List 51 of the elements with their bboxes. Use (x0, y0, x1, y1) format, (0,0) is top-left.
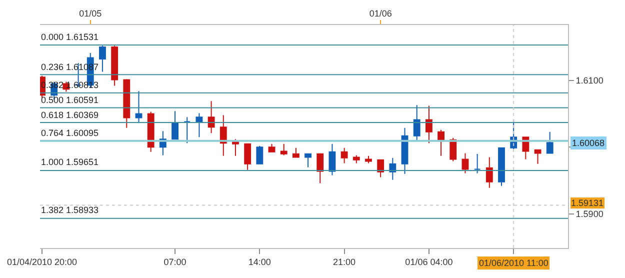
candlestick (292, 147, 300, 158)
ref-line-label: 1.59131 (571, 198, 604, 208)
candlestick (340, 147, 348, 164)
candlestick (328, 143, 336, 176)
x-tick-label: 01/06 04:00 (405, 256, 453, 267)
candlestick (256, 145, 264, 164)
candlestick (208, 100, 215, 134)
annotation: 1.60068 (572, 138, 605, 148)
candlestick (438, 129, 444, 156)
x-tick-label: 21:00 (333, 256, 356, 267)
candlestick (534, 149, 542, 164)
candlestick (486, 156, 493, 188)
ref-line-label: 0.000 1.61531 (41, 32, 99, 42)
x-tick-label: 14:00 (248, 256, 271, 267)
ref-line-label: 0.764 1.60095 (41, 128, 99, 138)
ref-line-label: 1.382 1.58933 (41, 205, 99, 215)
candlestick (474, 153, 481, 174)
ref-line-label: 1.000 1.59651 (41, 157, 99, 167)
candlestick (184, 116, 191, 144)
candlestick (425, 105, 432, 144)
x-tick-label: 07:00 (164, 256, 186, 267)
y-tick-label: 1.6100 (576, 76, 604, 86)
candlestick (389, 157, 396, 180)
candlestick (462, 152, 469, 174)
candlestick (123, 78, 130, 128)
x-tick-label: 01/04/2010 20:00 (6, 256, 78, 267)
ref-line-label: 0.500 1.60591 (41, 95, 99, 105)
candlestick (111, 45, 118, 86)
candlestick (377, 159, 384, 178)
candlestick (316, 152, 324, 184)
x2-tick-label: 01/05 (79, 8, 102, 18)
ref-line-label: 01/06/2010 11:00 (479, 258, 548, 268)
ref-line-label: 0.618 1.60369 (41, 110, 99, 120)
x2-tick-label: 01/06 (369, 8, 392, 18)
candlestick (546, 131, 554, 154)
candlestick (244, 143, 252, 170)
candlestick (352, 154, 360, 164)
candlestick (135, 90, 142, 124)
candlestick (147, 111, 154, 152)
candlestick (172, 110, 178, 140)
candlestick (413, 104, 420, 142)
candlestick (304, 153, 312, 168)
candlestick (196, 112, 203, 138)
candlestick (498, 147, 505, 186)
candlestick (280, 143, 288, 156)
y-tick-label: 1.5900 (576, 209, 604, 220)
candlestick (99, 45, 106, 72)
candlestick (365, 155, 372, 164)
candlestick (232, 138, 239, 156)
candlestick (268, 143, 276, 152)
candlestick (401, 127, 408, 174)
